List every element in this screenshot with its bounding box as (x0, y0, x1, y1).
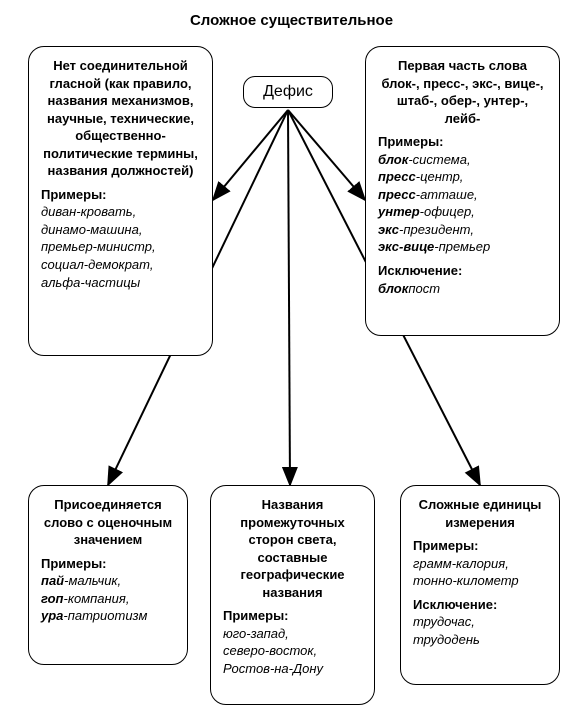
examples-label: Примеры: (378, 133, 547, 151)
node-measurement-units: Сложные единицы измерения Примеры: грамм… (400, 485, 560, 685)
examples-text: грамм-калория,тонно-километр (413, 556, 519, 589)
node-heading: Нет соединительной гласной (как правило,… (41, 57, 200, 180)
examples-label: Примеры: (223, 607, 362, 625)
exception-text: трудочас,трудодень (413, 614, 480, 647)
center-label: Дефис (263, 83, 313, 100)
examples-label: Примеры: (413, 537, 547, 555)
node-heading: Сложные единицы измерения (413, 496, 547, 531)
node-compass-geographic: Названия промежуточных сторон света, сос… (210, 485, 375, 705)
node-heading: Присоединяется слово с оценочным значени… (41, 496, 175, 549)
center-node-defis: Дефис (243, 76, 333, 108)
examples-text: диван-кровать,динамо-машина,премьер-мини… (41, 204, 156, 289)
examples-label: Примеры: (41, 186, 200, 204)
examples-text: блок-система,пресс-центр,пресс-атташе,ун… (378, 152, 490, 255)
node-heading: Названия промежуточных сторон света, сос… (223, 496, 362, 601)
node-no-connecting-vowel: Нет соединительной гласной (как правило,… (28, 46, 213, 356)
node-heading: Первая часть слова блок-, пресс-, экс-, … (378, 57, 547, 127)
node-prefix-words: Первая часть слова блок-, пресс-, экс-, … (365, 46, 560, 336)
exception-text: блокпост (378, 281, 440, 296)
examples-text: юго-запад,северо-восток,Ростов-на-Дону (223, 626, 323, 676)
diagram-title: Сложное существительное (0, 12, 583, 29)
node-evaluative-word: Присоединяется слово с оценочным значени… (28, 485, 188, 665)
examples-label: Примеры: (41, 555, 175, 573)
exception-label: Исключение: (378, 262, 547, 280)
exception-label: Исключение: (413, 596, 547, 614)
examples-text: пай-мальчик,гоп-компания,ура-патриотизм (41, 573, 147, 623)
